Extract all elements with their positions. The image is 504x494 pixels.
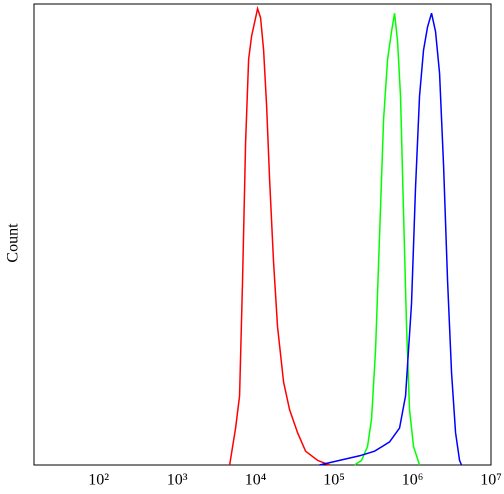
plot-frame (33, 3, 492, 466)
histogram-line (228, 5, 330, 466)
x-tick-label: 10⁴ (245, 472, 267, 489)
x-tick-label: 10⁵ (323, 472, 345, 489)
x-tick-label: 10⁷ (480, 472, 502, 489)
x-tick-label: 10⁶ (402, 472, 424, 489)
y-axis-label: Count (5, 223, 22, 263)
histogram-line (319, 13, 463, 466)
histogram-line (354, 13, 421, 466)
x-tick-label: 10³ (167, 472, 188, 489)
x-tick-label: 10² (88, 472, 109, 489)
